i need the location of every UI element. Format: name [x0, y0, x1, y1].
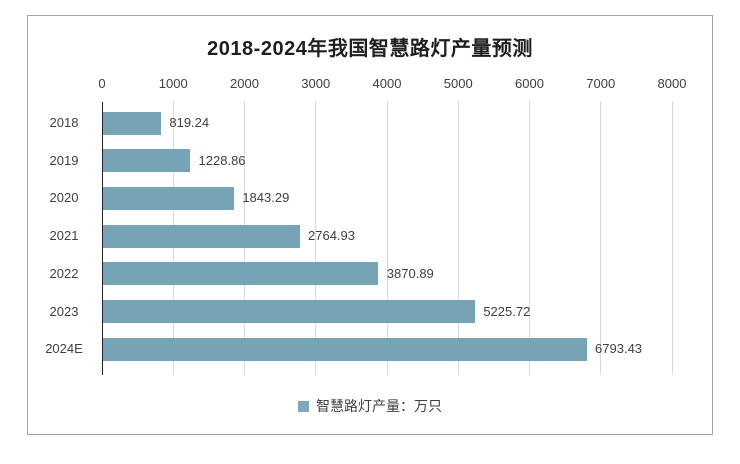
x-axis-tick-label: 2000 [230, 76, 259, 91]
bar [102, 337, 587, 361]
gridline [315, 101, 317, 375]
bar [102, 262, 379, 286]
bar-value-label: 5225.72 [483, 303, 531, 319]
y-axis-line [101, 102, 103, 375]
x-axis-tick-label: 0 [98, 76, 106, 91]
x-axis-tick-label: 6000 [515, 76, 544, 91]
gridline [529, 101, 530, 375]
legend: 智慧路灯产量：万只 [28, 396, 712, 416]
x-axis-tick-label: 3000 [301, 76, 331, 91]
category-label: 2019 [49, 152, 79, 168]
gridline [671, 101, 673, 375]
bar-value-label: 1843.29 [242, 190, 290, 206]
category-label: 2024E [45, 341, 83, 357]
bar-value-label: 6793.43 [595, 341, 643, 357]
legend-label: 智慧路灯产量：万只 [316, 398, 442, 414]
bar-value-label: 3870.89 [386, 265, 434, 281]
gridline [386, 101, 388, 375]
category-label: 2018 [49, 115, 79, 130]
gridline [457, 101, 459, 375]
chart-frame: 2018-2024年我国智慧路灯产量预测 0 1000 2000 3000 4000 50… [27, 15, 713, 435]
bar-value-label: 819.24 [169, 115, 210, 130]
x-axis-tick-label: 5000 [443, 76, 473, 91]
bar [102, 149, 191, 173]
gridline [600, 101, 602, 375]
category-label: 2021 [49, 228, 79, 244]
chart-title: 2018-2024年我国智慧路灯产量预测 [207, 38, 533, 60]
bar [102, 224, 300, 248]
x-axis-tick-label: 8000 [657, 76, 687, 91]
bar [102, 300, 475, 323]
bar-value-label: 2764.93 [308, 228, 355, 244]
bar-value-label: 1228.86 [198, 152, 246, 168]
category-label: 2023 [49, 303, 79, 319]
x-axis-tick-label: 7000 [586, 76, 616, 91]
category-label: 2022 [49, 265, 79, 281]
legend-square-icon [298, 400, 309, 412]
x-axis-tick-label: 4000 [372, 76, 402, 91]
bar [102, 186, 234, 210]
category-label: 2020 [49, 190, 79, 206]
x-axis-tick-label: 1000 [158, 76, 188, 91]
bar [102, 111, 161, 135]
